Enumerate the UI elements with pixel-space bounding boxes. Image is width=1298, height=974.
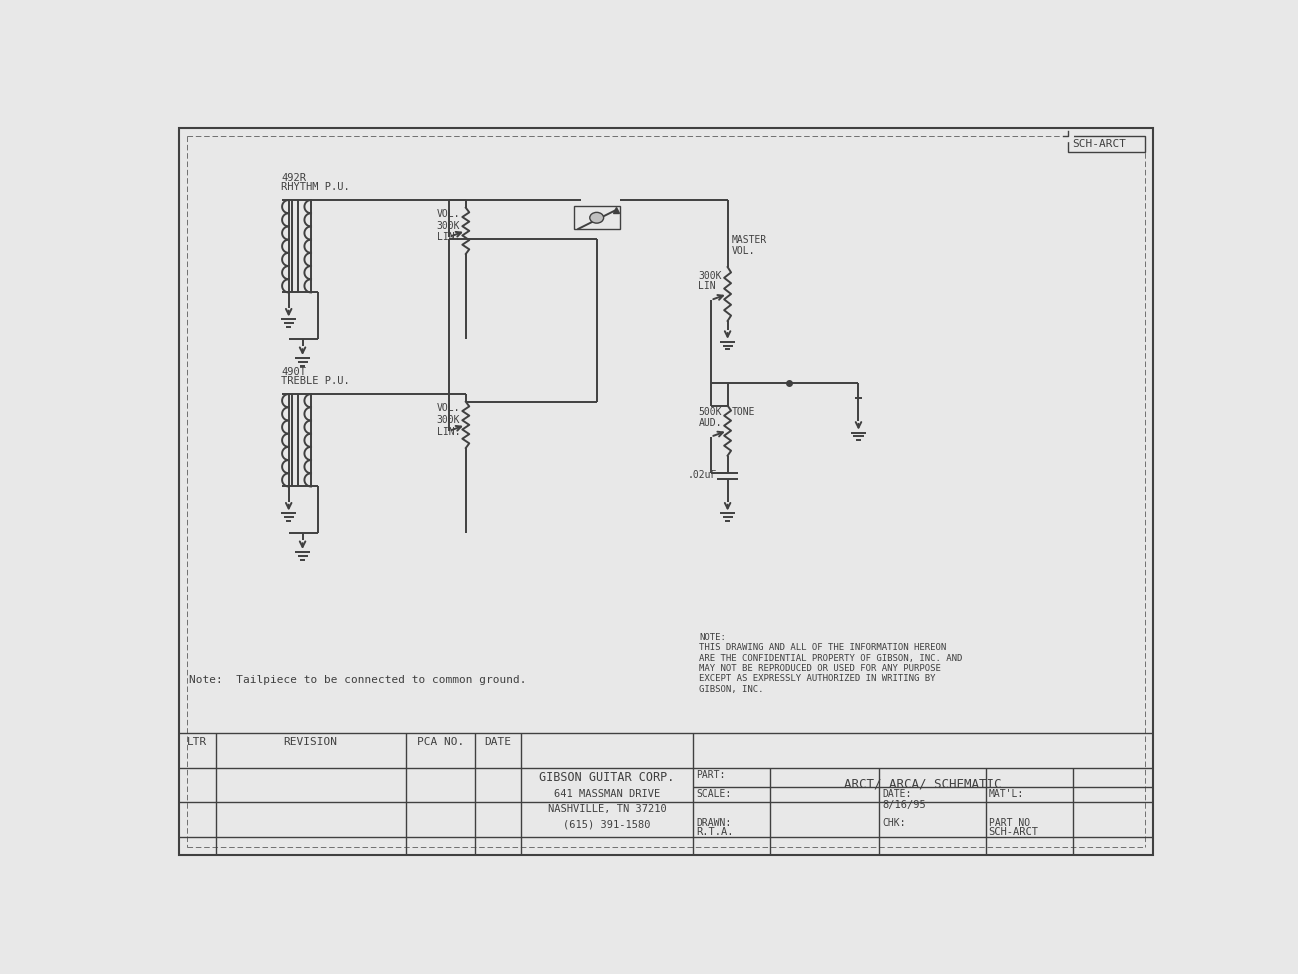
Text: VOL.
300K
LIN.: VOL. 300K LIN.: [436, 209, 459, 243]
Text: NOTE:
THIS DRAWING AND ALL OF THE INFORMATION HEREON
ARE THE CONFIDENTIAL PROPER: NOTE: THIS DRAWING AND ALL OF THE INFORM…: [700, 633, 963, 693]
Text: ARCT/ ARCA/ SCHEMATIC: ARCT/ ARCA/ SCHEMATIC: [844, 777, 1002, 791]
Text: CHK:: CHK:: [883, 817, 906, 828]
Text: MAT'L:: MAT'L:: [989, 789, 1024, 799]
Text: VOL.
300K
LIN.: VOL. 300K LIN.: [436, 403, 459, 436]
Text: 8/16/95: 8/16/95: [883, 800, 925, 809]
Text: RHYTHM P.U.: RHYTHM P.U.: [280, 182, 349, 192]
Text: (615) 391-1580: (615) 391-1580: [563, 820, 650, 830]
Circle shape: [1063, 131, 1073, 141]
Text: MASTER: MASTER: [732, 236, 767, 245]
Text: GIBSON GUITAR CORP.: GIBSON GUITAR CORP.: [540, 771, 675, 784]
Text: REVISION: REVISION: [284, 736, 337, 747]
Text: DATE:: DATE:: [883, 789, 911, 799]
Text: NASHVILLE, TN 37210: NASHVILLE, TN 37210: [548, 805, 666, 814]
Text: PCA NO.: PCA NO.: [417, 736, 463, 747]
Text: SCH-ARCT: SCH-ARCT: [1072, 139, 1125, 149]
Ellipse shape: [589, 212, 604, 223]
Text: PART NO: PART NO: [989, 817, 1029, 828]
Bar: [574, 206, 620, 229]
Text: AUD.: AUD.: [698, 418, 722, 428]
Text: LIN: LIN: [698, 281, 716, 291]
Text: SCH-ARCT: SCH-ARCT: [989, 827, 1038, 837]
Text: TREBLE P.U.: TREBLE P.U.: [280, 376, 349, 387]
Text: 500K: 500K: [698, 407, 722, 417]
Text: DRAWN:: DRAWN:: [696, 817, 731, 828]
Text: 641 MASSMAN DRIVE: 641 MASSMAN DRIVE: [554, 789, 661, 799]
Text: TONE: TONE: [732, 407, 755, 417]
Text: 490T: 490T: [280, 367, 306, 377]
Text: 300K: 300K: [698, 271, 722, 281]
Text: VOL.: VOL.: [732, 246, 755, 256]
Text: 492R: 492R: [280, 173, 306, 183]
Text: PART:: PART:: [696, 769, 726, 780]
Text: .02uF: .02uF: [688, 469, 716, 480]
Text: LTR: LTR: [187, 736, 208, 747]
Text: SCALE:: SCALE:: [696, 789, 731, 799]
Text: R.T.A.: R.T.A.: [696, 827, 733, 837]
Text: Note:  Tailpiece to be connected to common ground.: Note: Tailpiece to be connected to commo…: [188, 675, 526, 685]
Text: DATE: DATE: [484, 736, 511, 747]
Bar: [1068, 136, 1145, 152]
